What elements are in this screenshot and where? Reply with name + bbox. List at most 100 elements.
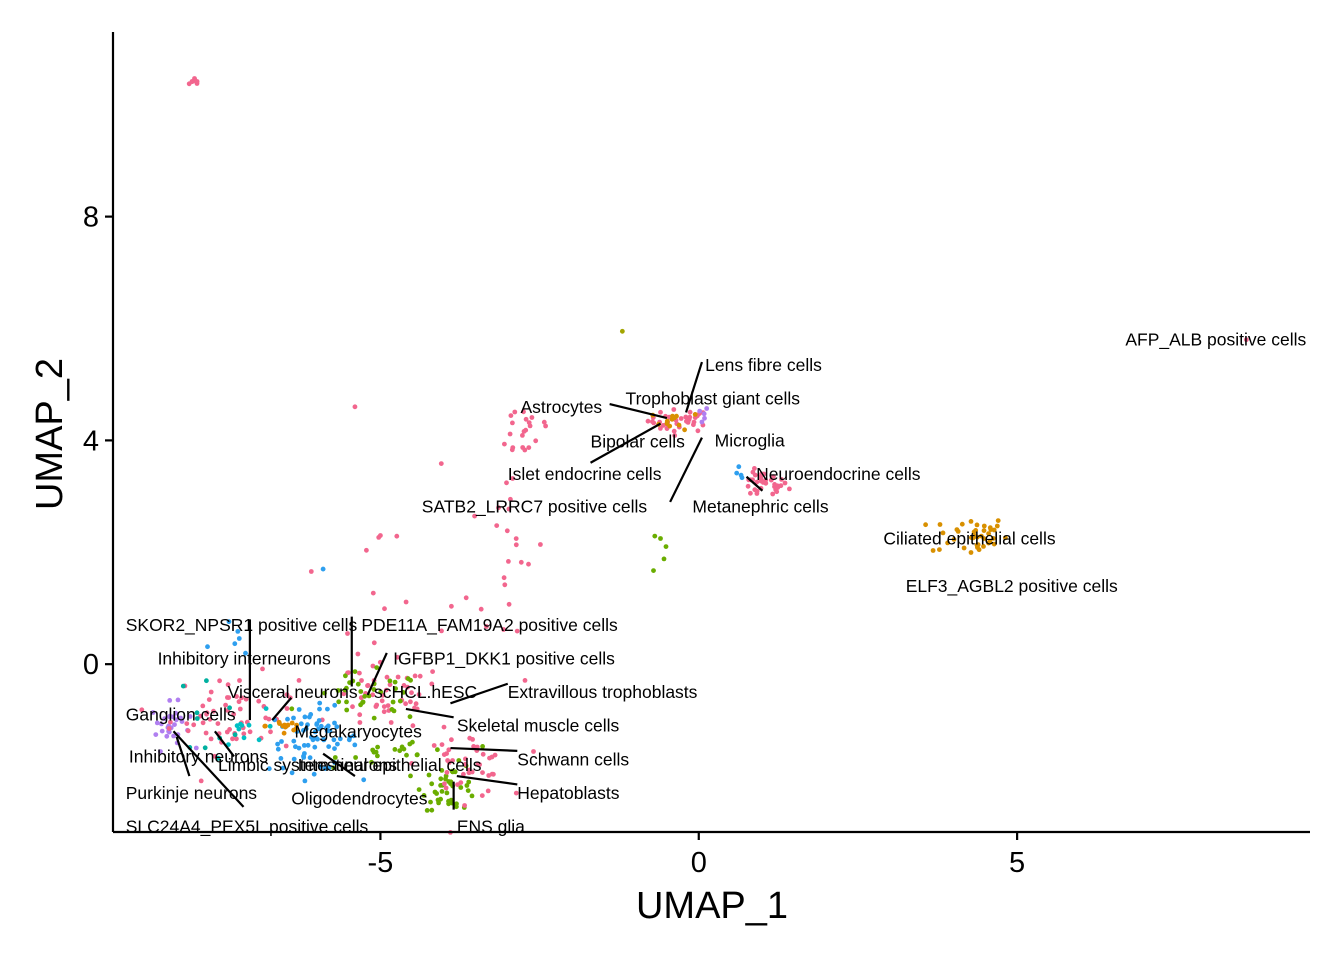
data-point bbox=[382, 606, 387, 612]
data-point bbox=[951, 537, 957, 542]
data-point bbox=[346, 670, 351, 675]
data-point bbox=[391, 708, 397, 714]
data-point bbox=[645, 418, 651, 424]
data-point bbox=[502, 441, 507, 447]
cell-type-label: Ganglion cells bbox=[126, 705, 236, 725]
data-point bbox=[412, 673, 418, 679]
cell-type-label: Neuroendocrine cells bbox=[756, 464, 921, 484]
data-point bbox=[787, 486, 792, 492]
data-point bbox=[285, 716, 290, 722]
y-tick-label: 0 bbox=[83, 649, 99, 681]
data-point bbox=[325, 706, 330, 712]
data-point bbox=[243, 696, 249, 702]
data-point bbox=[234, 736, 239, 742]
data-point bbox=[350, 704, 355, 710]
data-point bbox=[212, 753, 218, 759]
data-point bbox=[224, 729, 230, 735]
data-point bbox=[968, 550, 974, 555]
data-point bbox=[243, 650, 248, 656]
y-axis-title: UMAP_2 bbox=[29, 358, 71, 510]
data-point bbox=[200, 720, 206, 726]
data-point bbox=[533, 438, 539, 444]
data-point bbox=[699, 419, 705, 425]
data-point bbox=[446, 747, 452, 753]
cell-type-label: Hepatoblasts bbox=[517, 783, 619, 803]
data-point bbox=[463, 595, 469, 601]
data-point bbox=[226, 619, 232, 625]
data-point bbox=[467, 767, 472, 773]
data-point bbox=[441, 724, 447, 730]
cell-type-label: Extravillous trophoblasts bbox=[508, 682, 698, 702]
data-point bbox=[940, 530, 946, 536]
data-point bbox=[317, 700, 323, 706]
data-point bbox=[284, 692, 290, 697]
cell-type-label: Megakaryocytes bbox=[294, 721, 422, 741]
data-point bbox=[198, 778, 204, 784]
data-point bbox=[484, 624, 489, 629]
data-point bbox=[361, 777, 367, 783]
data-point bbox=[373, 749, 379, 755]
data-point bbox=[378, 689, 384, 695]
data-point bbox=[704, 406, 710, 411]
data-point bbox=[435, 747, 440, 753]
data-point bbox=[397, 748, 403, 754]
data-point bbox=[291, 738, 297, 744]
data-point bbox=[480, 751, 486, 757]
data-point bbox=[479, 793, 485, 798]
data-point bbox=[520, 433, 525, 438]
data-point bbox=[487, 755, 492, 761]
data-point bbox=[407, 741, 413, 747]
data-point bbox=[355, 681, 361, 687]
data-point bbox=[449, 737, 454, 743]
data-point bbox=[541, 419, 547, 425]
leader-line bbox=[450, 682, 509, 705]
data-point bbox=[203, 730, 209, 736]
data-point bbox=[462, 761, 468, 767]
data-point bbox=[667, 423, 673, 429]
x-tick-label: 5 bbox=[1009, 847, 1025, 879]
data-point bbox=[446, 798, 451, 804]
data-point bbox=[779, 477, 784, 482]
data-point bbox=[994, 523, 1000, 529]
axes: -5 0 5 0 4 8 bbox=[83, 32, 1310, 879]
data-point bbox=[234, 694, 239, 699]
data-point bbox=[158, 749, 163, 754]
cell-type-label: IGFBP1_DKK1 positive cells bbox=[393, 649, 615, 670]
leader-line bbox=[172, 730, 245, 808]
data-point bbox=[322, 690, 327, 696]
data-point bbox=[381, 709, 387, 715]
data-point bbox=[414, 752, 420, 758]
data-point bbox=[945, 540, 950, 546]
data-point bbox=[296, 678, 302, 683]
data-point bbox=[371, 687, 377, 692]
data-point bbox=[185, 728, 191, 734]
data-point bbox=[485, 788, 491, 794]
cell-type-label: PDE11A_FAM19A2 positive cells bbox=[361, 615, 618, 636]
data-point bbox=[289, 720, 295, 726]
leader-line bbox=[271, 697, 293, 721]
data-point bbox=[370, 692, 376, 698]
data-point bbox=[513, 542, 519, 548]
data-point bbox=[955, 529, 961, 534]
data-point bbox=[923, 522, 928, 528]
data-point bbox=[345, 631, 350, 636]
leader-line bbox=[684, 361, 703, 413]
data-point bbox=[374, 665, 380, 670]
data-point bbox=[771, 474, 776, 479]
data-point bbox=[652, 533, 658, 539]
data-point bbox=[365, 683, 371, 688]
data-point bbox=[480, 770, 485, 775]
data-point bbox=[325, 723, 331, 729]
data-point bbox=[506, 601, 512, 607]
data-point bbox=[283, 743, 289, 749]
data-point bbox=[486, 773, 492, 778]
data-point bbox=[981, 528, 987, 533]
data-point bbox=[384, 674, 390, 680]
data-point bbox=[683, 414, 689, 420]
data-point bbox=[275, 741, 280, 747]
cell-type-label: Oligodendrocytes bbox=[291, 788, 427, 808]
data-point bbox=[458, 785, 464, 790]
data-point bbox=[521, 429, 527, 434]
data-point bbox=[321, 737, 327, 743]
data-point bbox=[397, 698, 403, 704]
